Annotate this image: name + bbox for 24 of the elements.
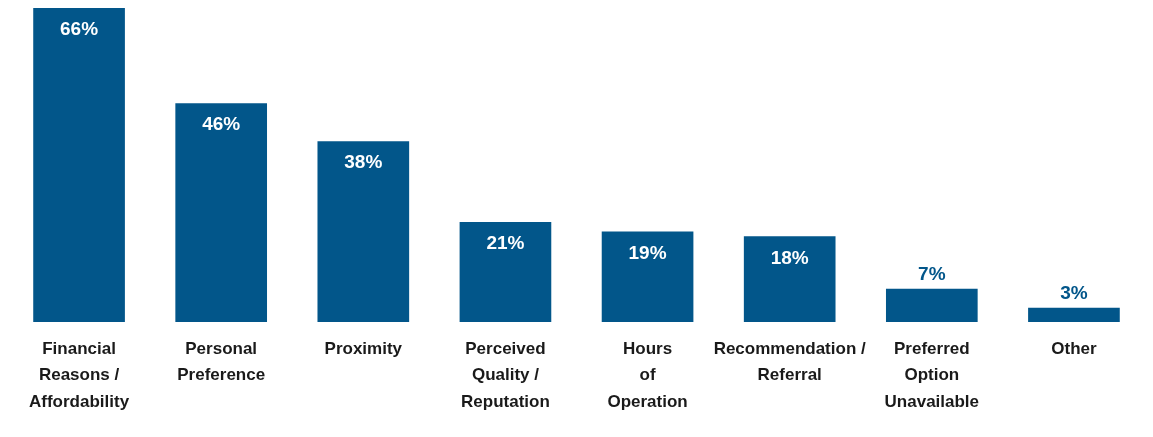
bar: [33, 8, 125, 322]
data-label: 66%: [60, 18, 99, 40]
bar: [459, 222, 552, 322]
data-label: 3%: [1060, 281, 1088, 303]
data-label: 38%: [344, 151, 383, 173]
bar: [175, 103, 268, 322]
bar: [1028, 307, 1120, 322]
bar: [743, 236, 836, 322]
data-label: 19%: [628, 241, 667, 263]
x-tick-label: Proximity: [324, 338, 403, 358]
x-tick-label: Perceived Quality / Reputation: [461, 338, 550, 411]
data-label: 7%: [918, 262, 946, 284]
x-tick-label: Hours of Operation: [607, 338, 688, 411]
data-label: 18%: [770, 246, 809, 268]
x-tick-label: Recommendation / Referral: [713, 338, 866, 385]
bar: [885, 288, 978, 322]
data-label: 21%: [486, 232, 525, 254]
bar: [601, 231, 694, 322]
x-tick-label: Financial Reasons / Affordability: [29, 338, 130, 411]
data-label: 46%: [202, 113, 241, 135]
bar: [317, 141, 410, 322]
x-tick-label: Other: [1051, 338, 1097, 358]
x-tick-label: Preferred Option Unavailable: [884, 338, 980, 411]
x-tick-label: Personal Preference: [177, 338, 266, 385]
